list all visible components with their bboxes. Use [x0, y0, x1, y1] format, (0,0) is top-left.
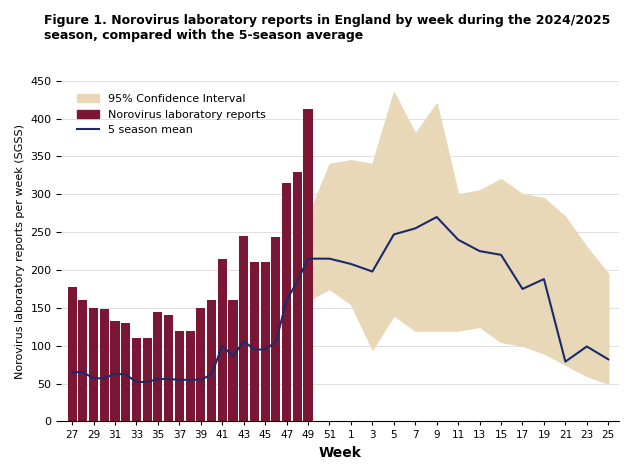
Bar: [197, 308, 205, 421]
Bar: [282, 183, 291, 421]
Y-axis label: Norovirus laboratory reports per week (SGSS): Norovirus laboratory reports per week (S…: [15, 124, 25, 379]
Bar: [143, 338, 152, 421]
Bar: [164, 315, 173, 421]
Bar: [153, 312, 162, 421]
Bar: [261, 263, 269, 421]
Text: Figure 1. Norovirus laboratory reports in England by week during the 2024/2025
s: Figure 1. Norovirus laboratory reports i…: [44, 14, 611, 42]
Bar: [207, 300, 216, 421]
Legend: 95% Confidence Interval, Norovirus laboratory reports, 5 season mean: 95% Confidence Interval, Norovirus labor…: [72, 90, 271, 140]
Bar: [110, 322, 120, 421]
Bar: [304, 109, 313, 421]
Bar: [175, 331, 184, 421]
Bar: [132, 338, 141, 421]
Bar: [250, 263, 259, 421]
Bar: [293, 171, 302, 421]
Bar: [78, 300, 87, 421]
Bar: [121, 323, 131, 421]
Bar: [89, 308, 98, 421]
Bar: [68, 287, 77, 421]
Bar: [271, 238, 280, 421]
Bar: [228, 300, 238, 421]
Bar: [100, 309, 109, 421]
Bar: [186, 331, 195, 421]
X-axis label: Week: Week: [319, 446, 361, 460]
Bar: [217, 259, 227, 421]
Bar: [239, 236, 249, 421]
